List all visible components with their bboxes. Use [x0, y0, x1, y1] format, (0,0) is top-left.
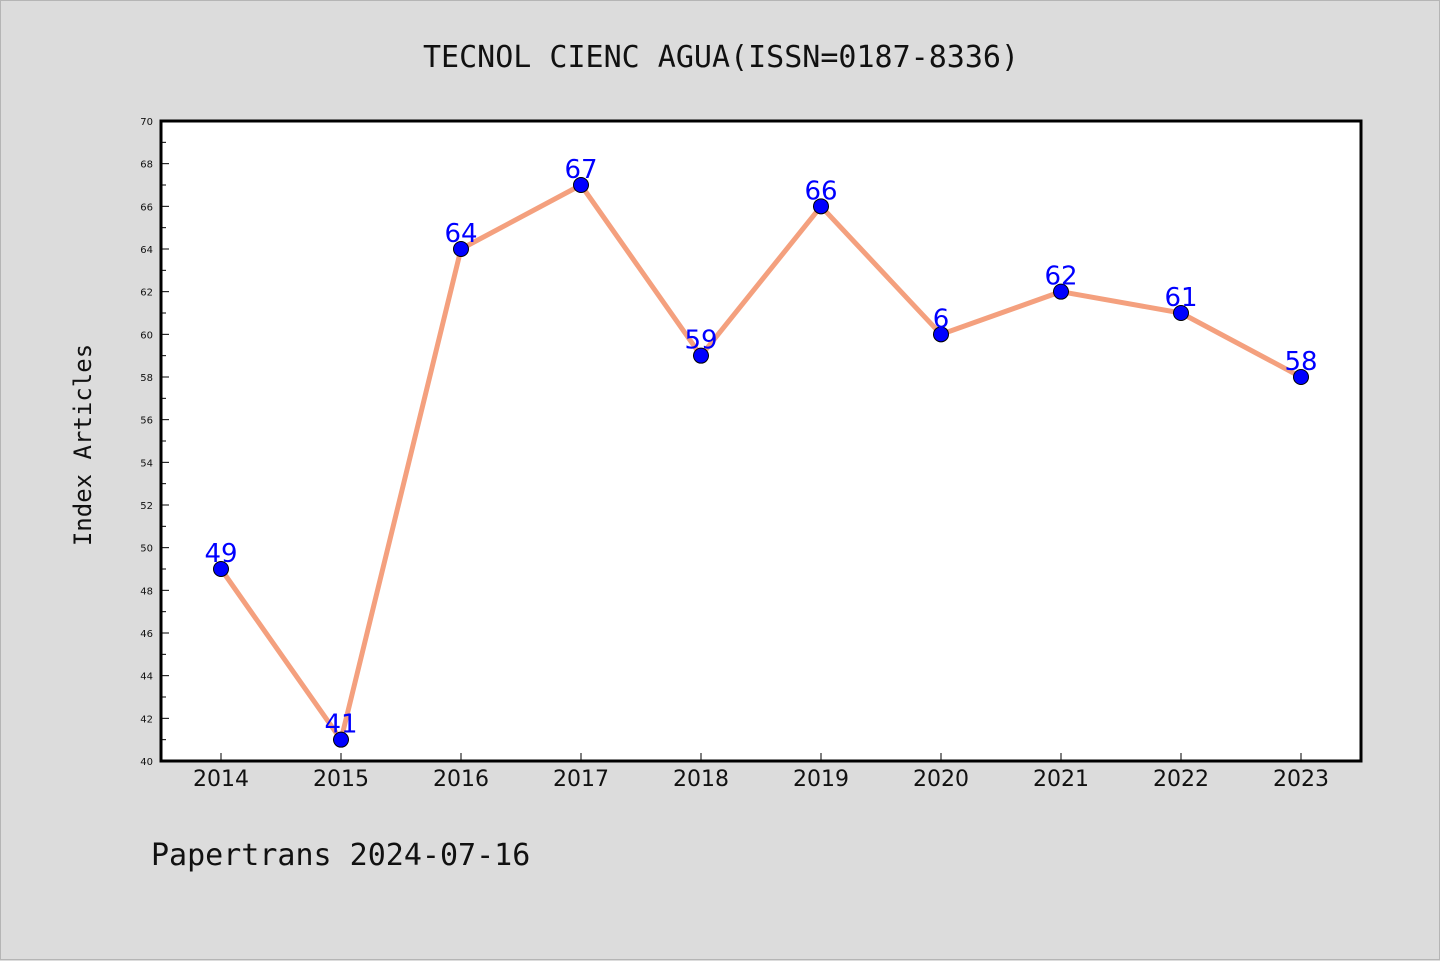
x-tick-label: 2015: [313, 767, 369, 792]
x-tick-label: 2020: [913, 767, 969, 792]
data-point: [1293, 369, 1309, 385]
chart-title: TECNOL CIENC AGUA(ISSN=0187-8336): [423, 40, 1019, 75]
data-point: [813, 198, 829, 215]
y-tick-label: 66: [140, 202, 153, 213]
y-tick-label: 56: [140, 416, 153, 427]
y-tick-label: 64: [140, 245, 153, 256]
footer-note: Papertrans 2024-07-16: [151, 838, 530, 873]
y-tick-label: 52: [140, 501, 153, 512]
y-tick-label: 62: [140, 288, 153, 299]
y-tick-label: 46: [140, 629, 153, 640]
y-tick-label: 50: [140, 544, 153, 555]
x-tick-label: 2016: [433, 767, 489, 792]
y-tick-label: 58: [140, 373, 153, 384]
x-tick-label: 2023: [1273, 767, 1329, 792]
data-label: 61: [1164, 283, 1197, 313]
data-point: [453, 241, 469, 257]
data-label: 59: [684, 326, 717, 356]
y-tick-label: 42: [140, 714, 153, 725]
y-axis: 40 42 44 46 48 50 52 54 56 58 60 62 64 66 68 70: [140, 117, 169, 768]
x-tick-label: 2022: [1153, 767, 1209, 792]
y-tick-label: 54: [140, 458, 153, 469]
y-tick-label: 68: [140, 160, 153, 171]
x-tick-label: 2019: [793, 767, 849, 792]
y-tick-label: 40: [140, 757, 153, 768]
y-tick-label: 48: [140, 586, 153, 597]
data-label: 66: [804, 176, 837, 206]
data-point: [933, 326, 949, 343]
data-label: 41: [324, 710, 357, 740]
y-tick-label: 70: [140, 117, 153, 128]
x-tick-label: 2021: [1033, 767, 1089, 792]
data-point: [693, 347, 709, 364]
data-label: 58: [1284, 347, 1317, 377]
y-tick-label: 44: [140, 672, 153, 683]
data-label: 6: [933, 304, 950, 334]
data-label: 49: [204, 539, 237, 569]
data-label: 62: [1044, 262, 1077, 292]
x-tick-label: 2014: [193, 767, 249, 792]
data-point: [333, 731, 349, 748]
data-point: [1173, 305, 1189, 321]
data-label: 67: [564, 155, 597, 185]
plot-area: [159, 119, 1363, 763]
x-tick-label: 2017: [553, 767, 609, 792]
data-label: 64: [444, 219, 477, 249]
data-point: [573, 177, 589, 193]
series-line: [218, 182, 1303, 743]
data-point: [213, 561, 229, 577]
x-tick-label: 2018: [673, 767, 729, 792]
y-tick-label: 60: [140, 330, 153, 341]
y-axis-label: Index Articles: [69, 344, 97, 546]
x-axis: 2014 2015 2016 2017 2018 2019 2020 2021 2022 2023: [193, 753, 1329, 792]
data-point: [1053, 283, 1069, 300]
